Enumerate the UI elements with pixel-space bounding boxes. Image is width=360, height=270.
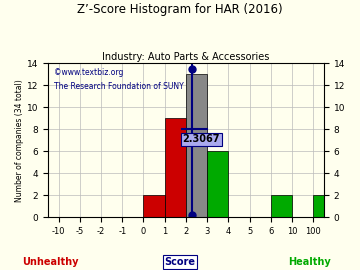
- Bar: [313, 195, 334, 217]
- Text: Unhealthy: Unhealthy: [22, 257, 78, 267]
- Text: 2.3067: 2.3067: [183, 134, 220, 144]
- Text: Industry: Auto Parts & Accessories: Industry: Auto Parts & Accessories: [102, 52, 270, 62]
- Bar: [165, 118, 186, 217]
- Text: Score: Score: [165, 257, 195, 267]
- Text: Z’-Score Histogram for HAR (2016): Z’-Score Histogram for HAR (2016): [77, 3, 283, 16]
- Bar: [186, 74, 207, 217]
- Y-axis label: Number of companies (34 total): Number of companies (34 total): [15, 79, 24, 202]
- Bar: [207, 151, 228, 217]
- Text: Healthy: Healthy: [288, 257, 331, 267]
- Bar: [271, 195, 292, 217]
- Text: ©www.textbiz.org: ©www.textbiz.org: [54, 68, 123, 77]
- Text: The Research Foundation of SUNY: The Research Foundation of SUNY: [54, 82, 183, 91]
- Bar: [144, 195, 165, 217]
